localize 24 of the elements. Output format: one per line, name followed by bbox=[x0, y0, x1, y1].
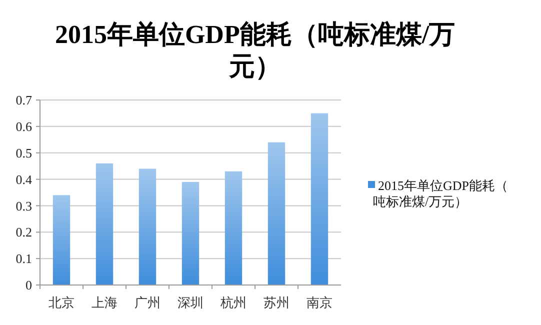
y-tick-label: 0 bbox=[26, 278, 32, 293]
y-tick-label: 0.7 bbox=[16, 92, 32, 108]
bar bbox=[138, 168, 156, 285]
legend-label: 2015年单位GDP能耗（吨标准煤/万元） bbox=[373, 178, 508, 209]
y-tick-label: 0.2 bbox=[16, 224, 32, 240]
x-tick-label: 广州 bbox=[134, 295, 160, 310]
x-tick-label: 北京 bbox=[48, 295, 74, 310]
bar bbox=[310, 113, 328, 285]
bar bbox=[182, 182, 200, 285]
bar bbox=[268, 142, 286, 285]
bar bbox=[52, 195, 70, 285]
x-tick-label: 南京 bbox=[306, 295, 332, 310]
chart-title: 2015年单位GDP能耗（吨标准煤/万元） bbox=[54, 20, 456, 81]
y-tick-label: 0.4 bbox=[16, 172, 32, 187]
y-tick-label: 0.6 bbox=[16, 118, 32, 134]
x-tick-label: 杭州 bbox=[220, 295, 246, 310]
x-tick-label: 上海 bbox=[92, 295, 118, 310]
x-tick-label: 深圳 bbox=[178, 295, 204, 310]
y-tick-label: 0.3 bbox=[16, 198, 32, 214]
y-tick-label: 0.5 bbox=[16, 145, 32, 160]
bar bbox=[224, 171, 242, 285]
y-tick-label: 0.1 bbox=[16, 251, 32, 266]
bar bbox=[96, 163, 114, 285]
x-tick-label: 苏州 bbox=[264, 295, 290, 310]
